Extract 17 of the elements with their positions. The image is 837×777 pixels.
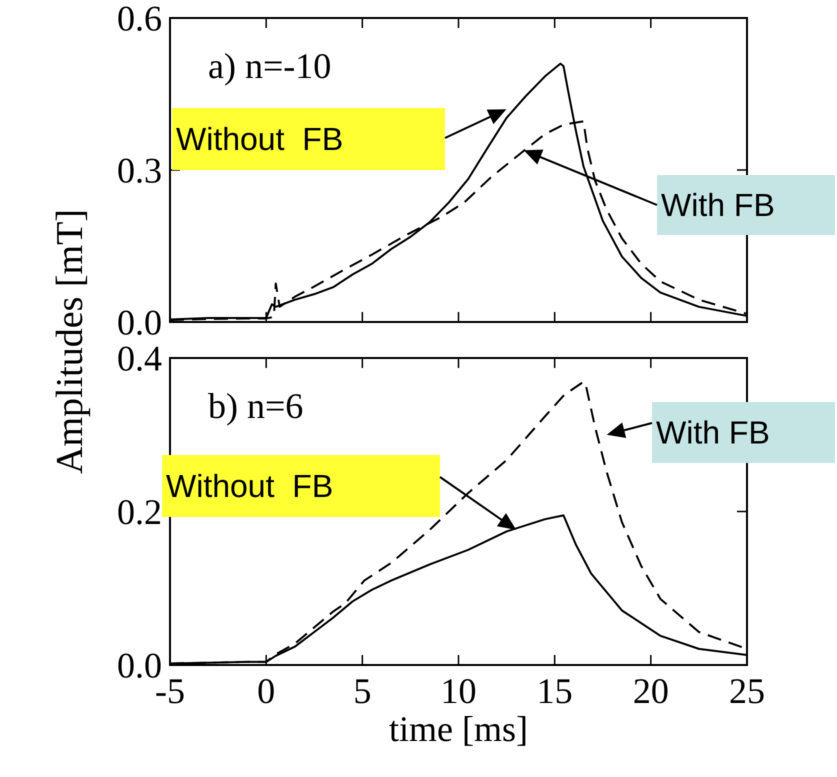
x-tick-label: 20 [632, 671, 669, 711]
annotation: b) n=6 [208, 386, 304, 426]
x-tick-label: 5 [353, 671, 372, 711]
y-tick-label: 0.3 [117, 150, 162, 191]
annotation: a) n=-10 [208, 46, 332, 86]
annotation: Without FB [166, 468, 334, 504]
y-tick-label: 0.2 [117, 492, 162, 532]
y-axis-title: Amplitudes [mT] [49, 209, 91, 474]
y-tick-label: 0.6 [117, 0, 162, 39]
x-tick-label: 25 [729, 671, 765, 711]
x-axis-title: time [ms] [389, 709, 528, 749]
x-tick-label: 0 [257, 671, 276, 711]
annotation: With FB [656, 414, 770, 451]
x-tick-label: 15 [536, 671, 573, 711]
annotation: Without FB [176, 121, 344, 158]
annotation: With FB [661, 187, 775, 224]
x-tick-label: 10 [440, 671, 476, 711]
